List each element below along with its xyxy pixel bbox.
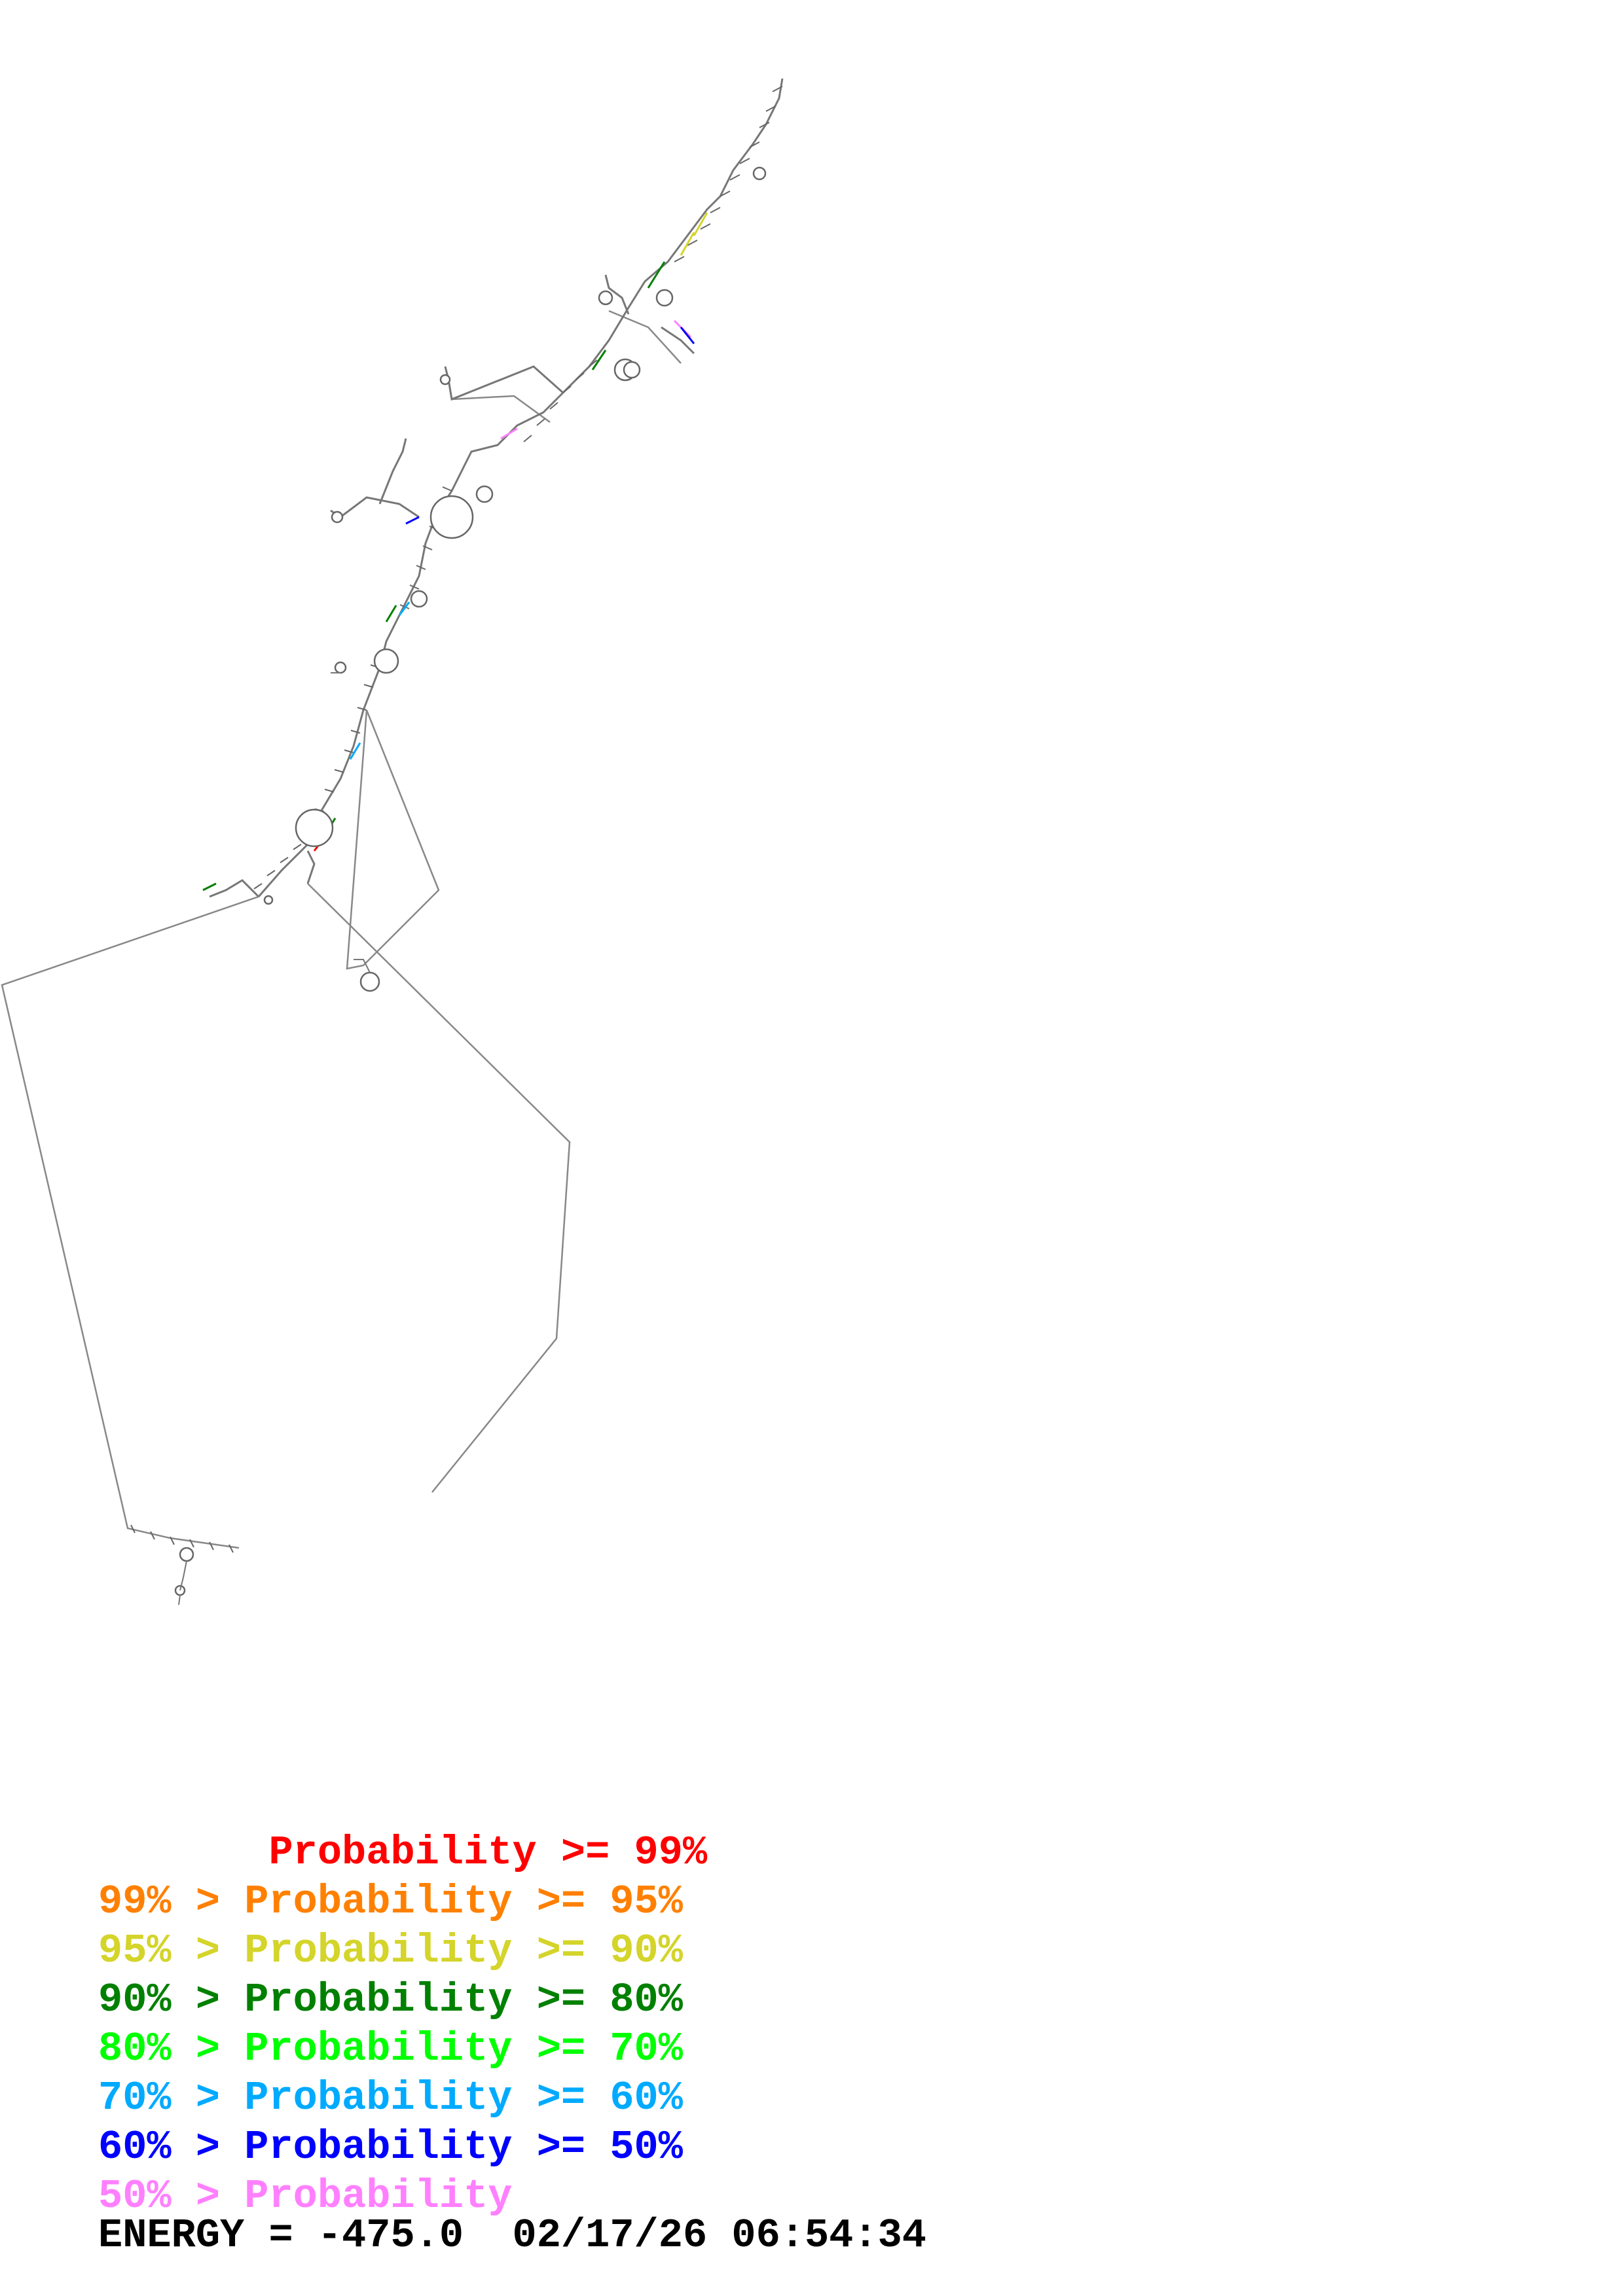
main-spine xyxy=(257,78,784,897)
loop-low-2 xyxy=(334,661,347,674)
loop-top-4 xyxy=(598,290,613,306)
loop-low-4 xyxy=(359,971,380,992)
backbone-upper-connector xyxy=(451,395,551,423)
loop-mid-6 xyxy=(439,374,451,386)
legend-line-6: 70% > Probability >= 60% xyxy=(98,2075,683,2121)
legend-line-5: 80% > Probability >= 70% xyxy=(98,2026,683,2072)
legend-line-2: 99% > Probability >= 95% xyxy=(98,1878,683,1925)
energy-timestamp: ENERGY = -475.0 02/17/26 06:54:34 xyxy=(98,2212,927,2259)
side-branch-right-small xyxy=(661,326,695,355)
loop-low-1 xyxy=(295,808,334,848)
long-backbone-lines xyxy=(1,310,682,1549)
loop-mid-2 xyxy=(429,495,474,539)
main-helix-path xyxy=(209,78,784,898)
loop-mid-3 xyxy=(410,590,428,608)
loops xyxy=(174,166,767,1596)
side-branch-upper-left xyxy=(330,496,420,518)
legend-line-1: Probability >= 99% xyxy=(98,1829,708,1876)
side-branch-lower-left xyxy=(209,879,260,898)
backbone-mid-loop xyxy=(346,709,440,970)
backbone-left-loop xyxy=(1,895,259,1549)
loop-top-1 xyxy=(752,166,767,181)
legend-line-7: 60% > Probability >= 50% xyxy=(98,2124,683,2170)
legend-line-3: 95% > Probability >= 90% xyxy=(98,1928,683,1974)
loop-top-5 xyxy=(623,361,641,379)
rna-structure-diagram xyxy=(1,78,784,1605)
loop-stems xyxy=(178,672,371,1605)
side-branch-top-hairpin xyxy=(604,274,630,315)
backbone-right-loop xyxy=(307,883,571,1493)
side-branch-top-left xyxy=(444,365,564,401)
loop-mid-5 xyxy=(331,511,344,524)
pair-ticks xyxy=(130,86,783,1553)
loop-low-3 xyxy=(263,895,274,905)
side-branch-lower-right xyxy=(306,850,316,884)
backbone-arc-upper xyxy=(608,310,682,364)
colored-pairs xyxy=(202,212,708,891)
loop-mid-1 xyxy=(475,485,494,503)
loop-mid-4 xyxy=(373,648,399,674)
loop-top-2 xyxy=(655,289,674,307)
legend-line-4: 90% > Probability >= 80% xyxy=(98,1977,683,2023)
legend-line-8: 50% > Probability xyxy=(98,2173,513,2219)
loop-bottom-1 xyxy=(179,1547,194,1562)
side-branch-left-stem xyxy=(378,438,407,505)
